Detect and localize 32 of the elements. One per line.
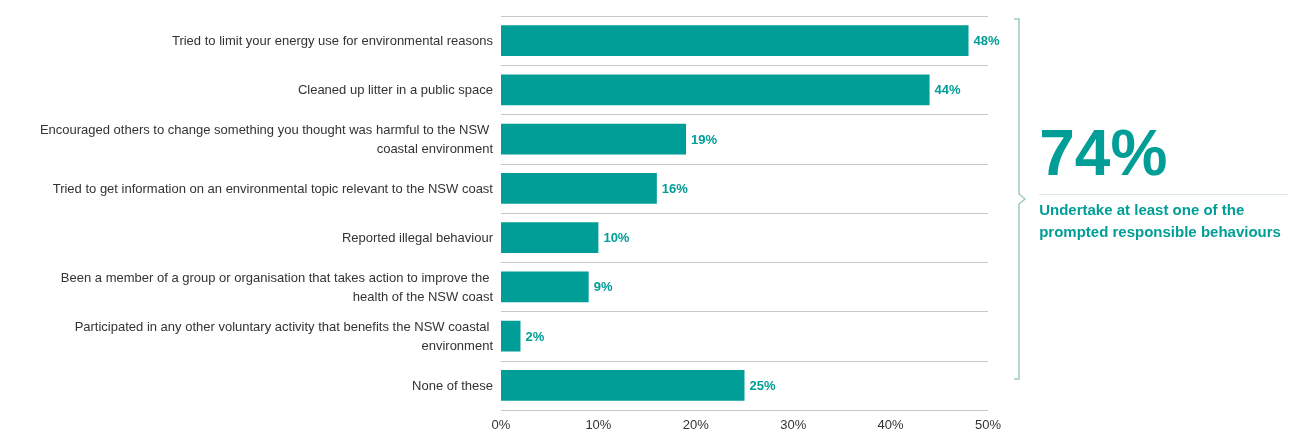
data-label: 19% xyxy=(691,131,718,147)
x-tick-label: 10% xyxy=(585,417,612,432)
data-label: 44% xyxy=(934,82,962,98)
bar xyxy=(501,370,745,401)
bar xyxy=(501,123,687,155)
bar xyxy=(501,173,657,204)
x-tick-label: 50% xyxy=(974,417,1002,432)
data-label: 25% xyxy=(749,377,776,393)
x-tick-label: 30% xyxy=(780,417,807,432)
x-tick-label: 40% xyxy=(877,417,905,432)
data-label: 16% xyxy=(661,180,689,196)
y-tick-label: None of these xyxy=(412,377,493,393)
text: 74% xyxy=(1039,117,1169,189)
data-label: 10% xyxy=(603,230,630,246)
text: Undertake at least one of the prompted responsible behaviours xyxy=(1039,194,1289,243)
y-tick-label: Tried to get information on an environmental topic relevant to the NSW coast xyxy=(52,180,494,196)
x-tick-label: 0% xyxy=(491,417,511,432)
bar xyxy=(501,74,930,106)
bar xyxy=(501,271,589,303)
bar xyxy=(501,222,599,253)
bar xyxy=(501,25,969,56)
y-tick-label: Tried to limit your energy use for environmental reasons xyxy=(171,33,494,49)
bar xyxy=(501,320,521,352)
y-tick-label: Been a member of a group or organisation that takes action to improve the health of the NSW coast xyxy=(60,269,494,304)
data-label: 9% xyxy=(593,279,613,295)
y-tick-label: Cleaned up litter in a public space xyxy=(297,82,493,98)
y-tick-label: Reported illegal behaviour xyxy=(341,230,494,246)
x-tick-label: 20% xyxy=(682,417,710,432)
data-label: 48% xyxy=(973,33,1000,49)
data-label: 2% xyxy=(525,328,545,344)
y-tick-label: Participated in any other voluntary activity that benefits the NSW coastal environment xyxy=(74,319,494,354)
y-tick-label: Encouraged others to change something you thought was harmful to the NSW coastal environment xyxy=(39,122,494,157)
